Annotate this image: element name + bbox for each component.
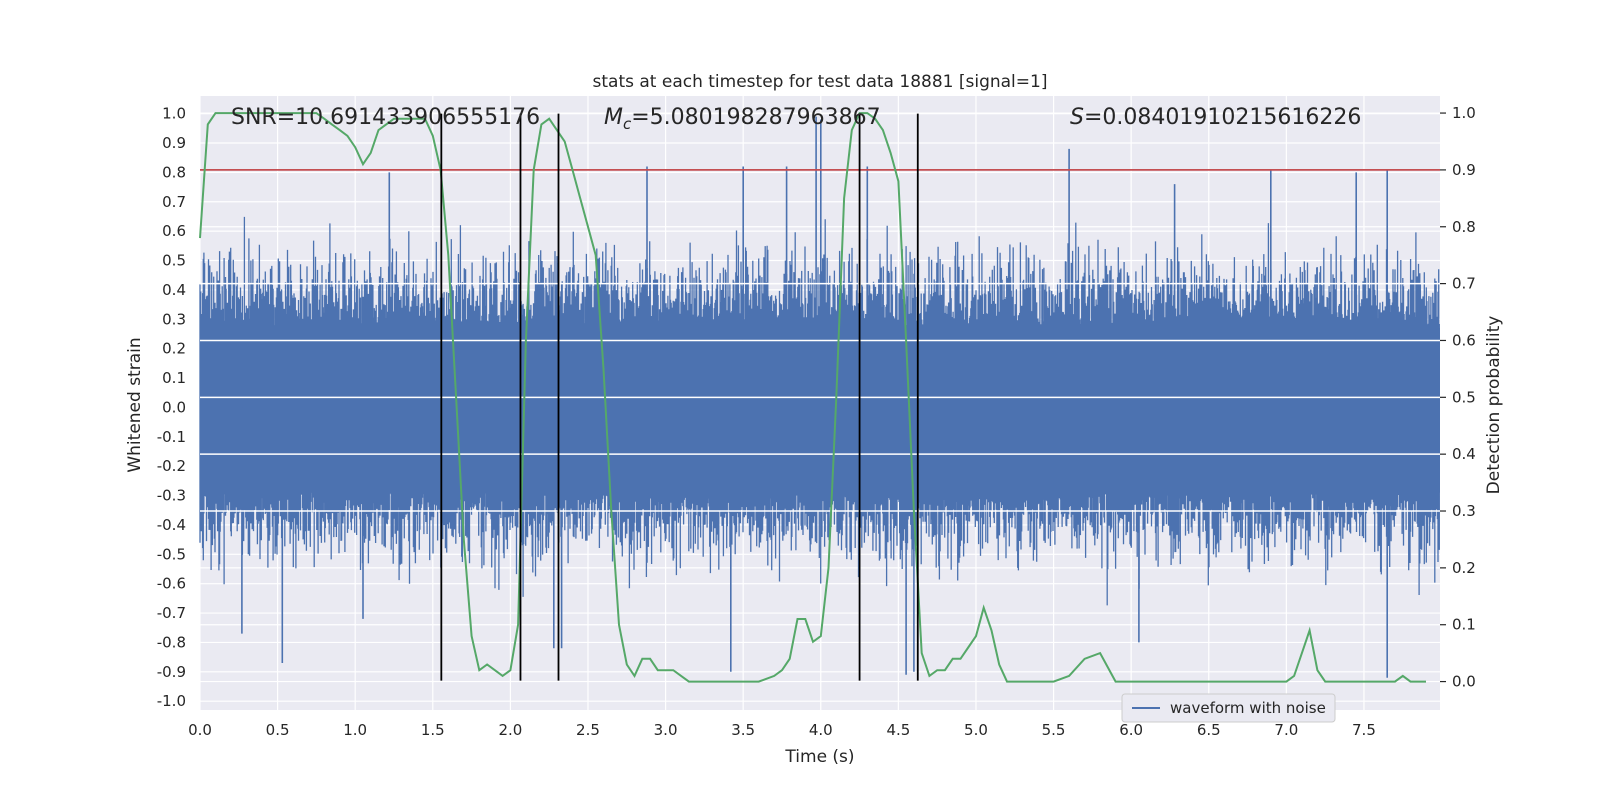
y-tick-label: 0.2 (162, 340, 186, 358)
y-tick-label: 0.8 (162, 163, 186, 181)
probability-series (199, 112, 1426, 683)
y-tick-label: 0.3 (162, 310, 186, 328)
y2-tick-label: 0.1 (1452, 616, 1476, 634)
y-tick-label: 1.0 (162, 105, 186, 123)
x-tick-label: 5.5 (1042, 721, 1066, 739)
y-tick-label: -0.2 (157, 457, 186, 475)
x-tick-label: 2.5 (576, 721, 600, 739)
y-tick-label: -0.7 (157, 604, 186, 622)
chirp-mass-symbol: M (604, 105, 623, 130)
y-tick-label: 0.0 (162, 398, 186, 416)
y-tick-label: -0.9 (157, 663, 186, 681)
x-tick-label: 5.0 (964, 721, 988, 739)
legend-box (1121, 693, 1336, 723)
x-tick-label: 0.0 (188, 721, 212, 739)
x-tick-labels: 0.0 0.5 1.0 1.5 2.0 2.5 3.0 3.5 4.0 4.5 5.0 5.5 6.0 6… (188, 721, 1376, 739)
x-tick-label: 1.5 (421, 721, 445, 739)
legend: waveform with noise (1121, 693, 1336, 723)
y-axis-label: Whitened strain (125, 337, 145, 472)
x-tick-label: 7.5 (1352, 721, 1376, 739)
x-tick-label: 4.5 (886, 721, 910, 739)
s-symbol: S (1070, 105, 1084, 130)
x-tick-label: 2.0 (498, 721, 522, 739)
chart-title: stats at each timestep for test data 188… (593, 72, 1048, 92)
y-tick-label: -0.3 (157, 487, 186, 505)
y-tick-label: 0.6 (162, 222, 186, 240)
y-tick-label: 0.4 (162, 281, 186, 299)
y2-tick-label: 0.6 (1452, 331, 1476, 349)
y-tick-labels: 1.0 0.9 0.8 0.7 0.6 0.5 0.4 0.3 0.2 0.1 0.0 -0.1 -0.… (157, 105, 186, 711)
y-tick-label: 0.1 (162, 369, 186, 387)
x-tick-label: 1.0 (343, 721, 367, 739)
y2-tick-label: 0.2 (1452, 559, 1476, 577)
chirp-mass-value: =5.080198287963867 (631, 105, 880, 130)
waveform-spikes (241, 116, 1388, 678)
x-tick-label: 0.5 (266, 721, 290, 739)
x-tick-label: 3.0 (654, 721, 678, 739)
x-tick-label: 6.0 (1119, 721, 1143, 739)
y-tick-label: 0.9 (162, 134, 186, 152)
y2-tick-label: 0.0 (1452, 673, 1476, 691)
y-tick-label: -0.8 (157, 633, 186, 651)
x-tick-label: 7.0 (1274, 721, 1298, 739)
x-tick-label: 4.0 (809, 721, 833, 739)
s-value: =0.08401910215616226 (1084, 105, 1361, 130)
y2-tick-labels: 1.0 0.9 0.8 0.7 0.6 0.5 0.4 0.3 0.2 0.1 0.0 (1440, 104, 1476, 691)
y-tick-label: -0.5 (157, 545, 186, 563)
event-lines (440, 113, 919, 681)
probability-line (199, 112, 1426, 683)
y2-tick-label: 0.3 (1452, 502, 1476, 520)
x-tick-label: 6.5 (1197, 721, 1221, 739)
y2-axis-label: Detection probability (1484, 316, 1504, 495)
y2-tick-label: 0.4 (1452, 445, 1476, 463)
x-axis-label: Time (s) (784, 747, 854, 767)
s-annotation: S=0.08401910215616226 (1070, 105, 1361, 130)
chirp-mass-subscript: c (623, 115, 632, 133)
waveform-line (199, 216, 1440, 606)
threshold-group (200, 169, 1440, 512)
y-tick-label: -1.0 (157, 692, 186, 710)
y-tick-label: 0.5 (162, 252, 186, 270)
legend-label: waveform with noise (1170, 699, 1326, 717)
y2-tick-label: 0.9 (1452, 161, 1476, 179)
y2-tick-label: 1.0 (1452, 104, 1476, 122)
y-tick-label: -0.1 (157, 428, 186, 446)
chirp-mass-annotation: Mc=5.080198287963867 (604, 105, 881, 133)
y2-tick-label: 0.5 (1452, 388, 1476, 406)
x-tick-label: 3.5 (731, 721, 755, 739)
y-tick-label: -0.6 (157, 575, 186, 593)
snr-annotation: SNR=10.691433906555176 (231, 105, 540, 130)
y-tick-label: 0.7 (162, 193, 186, 211)
y2-tick-label: 0.8 (1452, 218, 1476, 236)
y-tick-label: -0.4 (157, 516, 186, 534)
y2-tick-label: 0.7 (1452, 275, 1476, 293)
waveform-series (199, 116, 1440, 678)
